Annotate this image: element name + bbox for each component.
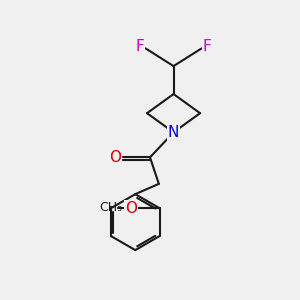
- Text: CH₃: CH₃: [99, 201, 122, 214]
- Text: F: F: [202, 39, 211, 54]
- Text: O: O: [109, 150, 121, 165]
- Text: F: F: [136, 39, 145, 54]
- Text: O: O: [125, 201, 137, 216]
- Text: N: N: [168, 125, 179, 140]
